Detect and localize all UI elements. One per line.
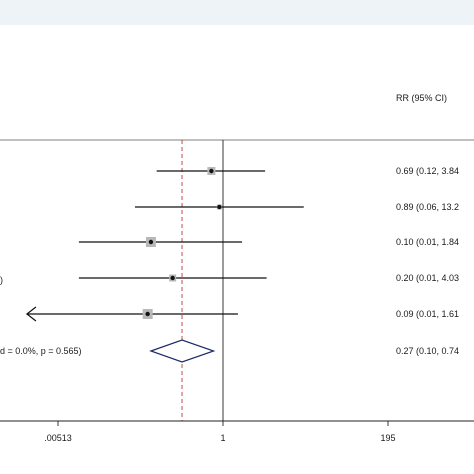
x-tick-label-2: 195 [380,433,395,443]
ci-arrow-4 [25,306,37,322]
point-estimate-3 [170,275,175,281]
estimate-label-1: 0.89 (0.06, 13.2 [396,202,459,212]
point-estimate-4 [145,311,150,317]
heterogeneity-label: d = 0.0%, p = 0.565) [0,346,82,356]
overall-diamond [149,339,216,363]
plot-panel [0,25,474,474]
top-band [0,0,474,25]
study-row-1: 0.89 (0.06, 13.2 [134,202,459,212]
study-row-0: 0.69 (0.12, 3.84 [156,166,459,176]
study-rows: 0.69 (0.12, 3.84 0.89 (0.06, 13.2 0.10 (0.… [25,166,459,322]
estimate-label-2: 0.10 (0.01, 1.84 [396,237,459,247]
study-row-4: 0.09 (0.01, 1.61 [25,306,459,322]
estimate-label-0: 0.69 (0.12, 3.84 [396,166,459,176]
x-tick-label-0: .00513 [44,433,72,443]
column-header: RR (95% CI) [396,93,447,103]
estimate-label-3: 0.20 (0.01, 4.03 [396,273,459,283]
estimate-label-4: 0.09 (0.01, 1.61 [396,309,459,319]
partial-study-label: ) [0,275,3,285]
study-row-2: 0.10 (0.01, 1.84 [78,237,459,247]
point-estimate-1 [217,204,222,210]
study-row-3: 0.20 (0.01, 4.03 [78,273,459,283]
point-estimate-2 [148,239,154,245]
x-axis-ticks: .00513 1 195 [44,421,396,443]
x-tick-label-1: 1 [220,433,225,443]
point-estimate-0 [209,168,214,174]
overall-estimate-label: 0.27 (0.10, 0.74 [396,346,459,356]
